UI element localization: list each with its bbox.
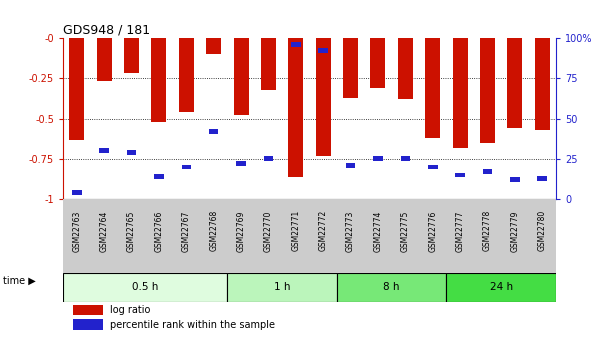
Bar xyxy=(373,157,383,161)
Bar xyxy=(483,169,492,174)
Bar xyxy=(264,157,273,161)
Bar xyxy=(398,38,413,99)
Text: GSM22765: GSM22765 xyxy=(127,210,136,252)
Bar xyxy=(535,38,550,130)
Bar xyxy=(428,165,438,169)
Bar xyxy=(124,38,139,73)
Text: time ▶: time ▶ xyxy=(3,276,35,286)
Bar xyxy=(73,319,103,330)
Bar xyxy=(236,161,246,166)
Bar xyxy=(537,176,547,181)
FancyBboxPatch shape xyxy=(447,273,556,302)
Bar xyxy=(480,38,495,143)
Text: GDS948 / 181: GDS948 / 181 xyxy=(63,24,150,37)
Bar xyxy=(510,177,520,182)
Bar xyxy=(453,38,468,148)
Text: GSM22775: GSM22775 xyxy=(401,210,410,252)
Bar xyxy=(99,148,109,153)
Bar xyxy=(291,42,300,47)
Bar xyxy=(343,38,358,98)
FancyBboxPatch shape xyxy=(63,273,227,302)
Bar xyxy=(346,163,355,168)
Bar xyxy=(72,190,82,195)
Text: GSM22769: GSM22769 xyxy=(237,210,246,252)
Bar xyxy=(182,165,191,169)
Text: GSM22777: GSM22777 xyxy=(456,210,465,252)
Text: GSM22768: GSM22768 xyxy=(209,210,218,252)
Text: GSM22774: GSM22774 xyxy=(373,210,382,252)
Bar xyxy=(261,38,276,90)
Text: GSM22764: GSM22764 xyxy=(100,210,109,252)
FancyBboxPatch shape xyxy=(227,273,337,302)
Text: GSM22780: GSM22780 xyxy=(538,210,547,252)
Bar xyxy=(97,38,112,81)
FancyBboxPatch shape xyxy=(337,273,447,302)
Text: GSM22763: GSM22763 xyxy=(72,210,81,252)
Text: GSM22772: GSM22772 xyxy=(319,210,328,252)
Text: GSM22773: GSM22773 xyxy=(346,210,355,252)
Bar xyxy=(178,38,194,112)
Bar xyxy=(370,38,385,88)
Text: GSM22770: GSM22770 xyxy=(264,210,273,252)
Bar xyxy=(209,129,219,134)
Text: 8 h: 8 h xyxy=(383,282,400,292)
Bar xyxy=(319,48,328,53)
Text: GSM22767: GSM22767 xyxy=(182,210,191,252)
Bar xyxy=(425,38,441,138)
Text: 0.5 h: 0.5 h xyxy=(132,282,159,292)
Text: log ratio: log ratio xyxy=(110,305,150,315)
Text: GSM22771: GSM22771 xyxy=(291,210,300,252)
Bar xyxy=(127,150,136,155)
Bar xyxy=(507,38,522,128)
Bar xyxy=(456,172,465,177)
Text: GSM22779: GSM22779 xyxy=(510,210,519,252)
Text: 1 h: 1 h xyxy=(274,282,290,292)
Text: GSM22766: GSM22766 xyxy=(154,210,163,252)
Bar xyxy=(73,305,103,315)
Bar xyxy=(316,38,331,156)
Text: GSM22776: GSM22776 xyxy=(429,210,437,252)
Bar xyxy=(69,38,84,140)
Bar xyxy=(400,157,410,161)
Bar xyxy=(234,38,249,115)
Text: GSM22778: GSM22778 xyxy=(483,210,492,252)
Bar xyxy=(288,38,304,177)
Bar xyxy=(151,38,166,122)
Bar xyxy=(154,174,163,179)
Text: percentile rank within the sample: percentile rank within the sample xyxy=(110,320,275,330)
Text: 24 h: 24 h xyxy=(490,282,513,292)
Bar xyxy=(206,38,221,54)
